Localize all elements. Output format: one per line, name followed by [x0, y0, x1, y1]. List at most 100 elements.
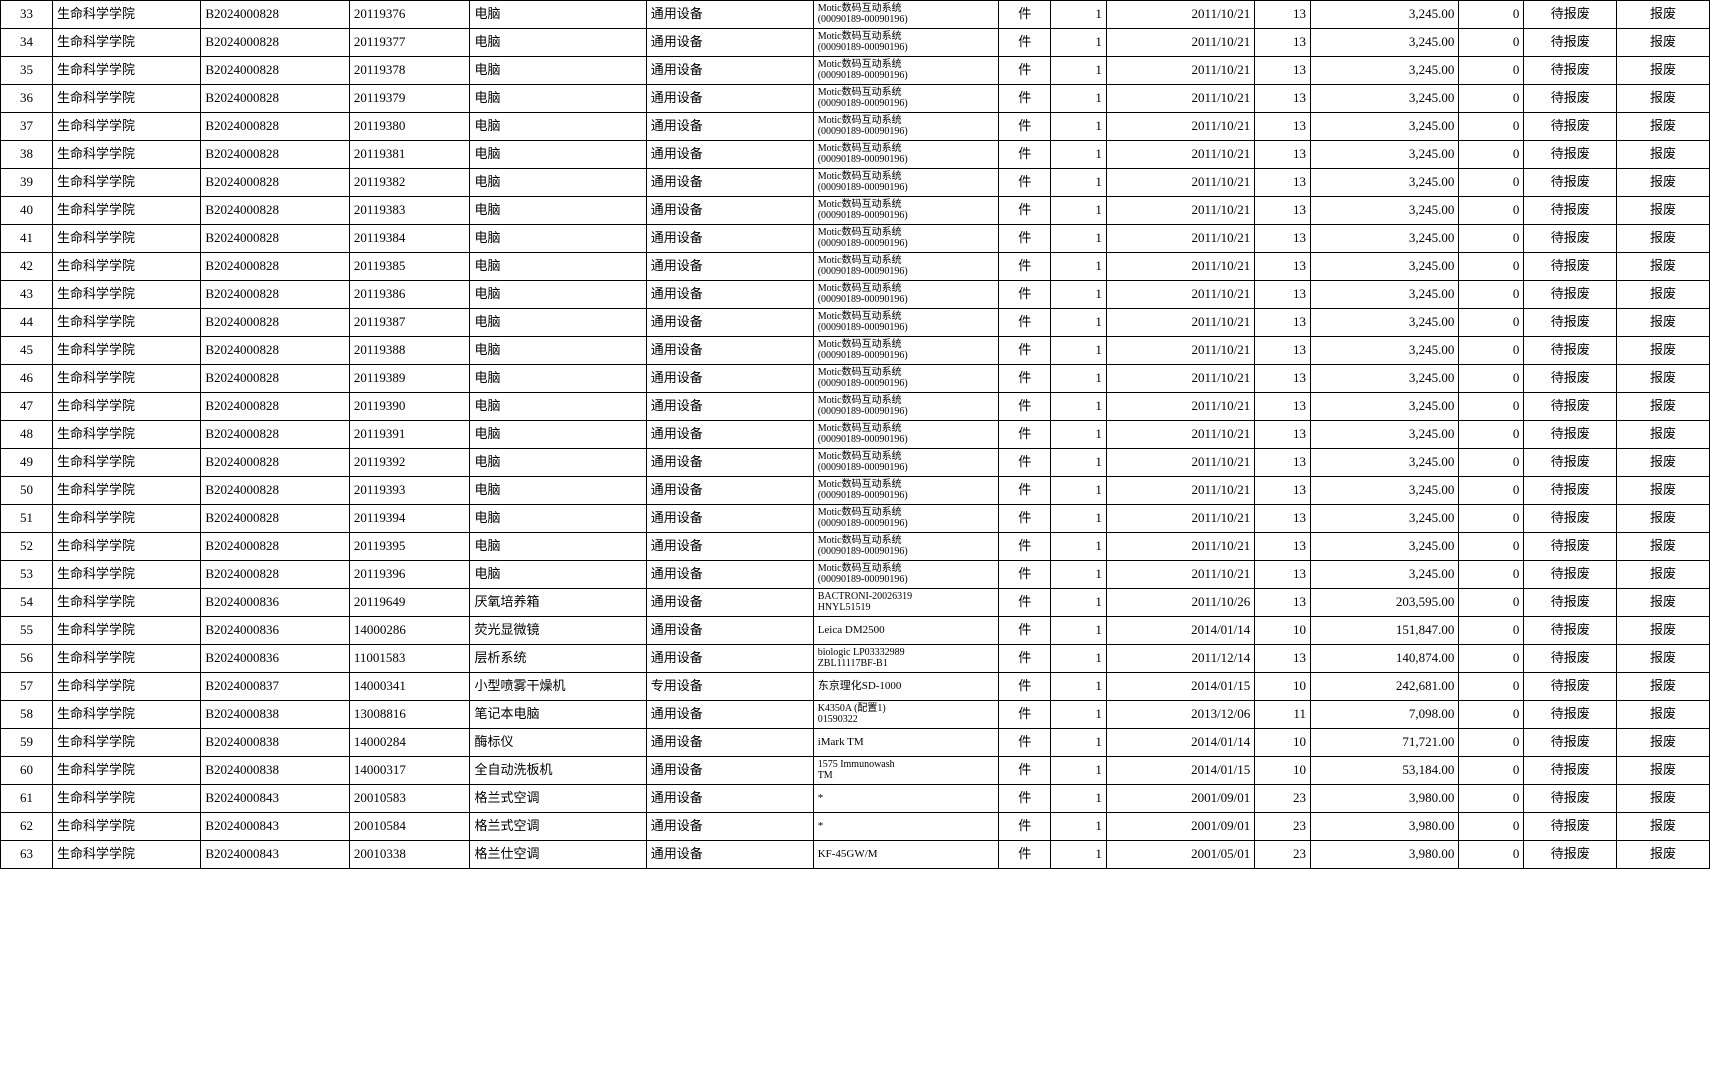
cell-dept: 生命科学学院	[52, 253, 200, 281]
cell-status: 待报废	[1524, 757, 1617, 785]
cell-zero: 0	[1459, 785, 1524, 813]
cell-unit: 件	[999, 393, 1051, 421]
cell-years: 13	[1255, 1, 1311, 29]
cell-model: Motic数码互动系统(00090189-00090196)	[813, 337, 999, 365]
cell-zero: 0	[1459, 841, 1524, 869]
cell-status: 待报废	[1524, 337, 1617, 365]
table-row: 62生命科学学院B202400084320010584格兰式空调通用设备*件12…	[1, 813, 1710, 841]
cell-amount: 3,245.00	[1310, 197, 1458, 225]
cell-action: 报废	[1617, 29, 1710, 57]
cell-model: biologic LP03332989ZBL11117BF-B1	[813, 645, 999, 673]
cell-category: 通用设备	[646, 841, 813, 869]
cell-qty: 1	[1051, 253, 1107, 281]
cell-model: Motic数码互动系统(00090189-00090196)	[813, 225, 999, 253]
cell-model: Motic数码互动系统(00090189-00090196)	[813, 141, 999, 169]
cell-status: 待报废	[1524, 645, 1617, 673]
cell-model: KF-45GW/M	[813, 841, 999, 869]
cell-action: 报废	[1617, 225, 1710, 253]
cell-category: 专用设备	[646, 673, 813, 701]
cell-action: 报废	[1617, 309, 1710, 337]
cell-qty: 1	[1051, 449, 1107, 477]
cell-date: 2011/10/21	[1106, 169, 1254, 197]
cell-amount: 3,245.00	[1310, 393, 1458, 421]
cell-assetNo: 20119392	[349, 449, 470, 477]
cell-date: 2011/10/26	[1106, 589, 1254, 617]
cell-zero: 0	[1459, 281, 1524, 309]
cell-date: 2011/10/21	[1106, 421, 1254, 449]
cell-assetNo: 20119390	[349, 393, 470, 421]
cell-years: 11	[1255, 701, 1311, 729]
cell-name: 电脑	[470, 113, 646, 141]
cell-name: 电脑	[470, 85, 646, 113]
cell-action: 报废	[1617, 449, 1710, 477]
cell-seq: 60	[1, 757, 53, 785]
cell-seq: 37	[1, 113, 53, 141]
cell-unit: 件	[999, 673, 1051, 701]
cell-status: 待报废	[1524, 477, 1617, 505]
cell-years: 13	[1255, 589, 1311, 617]
cell-assetNo: 20010583	[349, 785, 470, 813]
cell-status: 待报废	[1524, 729, 1617, 757]
cell-category: 通用设备	[646, 505, 813, 533]
cell-years: 13	[1255, 57, 1311, 85]
cell-assetNo: 20119388	[349, 337, 470, 365]
cell-assetNo: 20119386	[349, 281, 470, 309]
cell-name: 电脑	[470, 169, 646, 197]
cell-model: Motic数码互动系统(00090189-00090196)	[813, 421, 999, 449]
cell-zero: 0	[1459, 477, 1524, 505]
cell-zero: 0	[1459, 701, 1524, 729]
cell-name: 酶标仪	[470, 729, 646, 757]
cell-dept: 生命科学学院	[52, 589, 200, 617]
cell-name: 电脑	[470, 421, 646, 449]
cell-doc: B2024000828	[201, 1, 349, 29]
cell-model: iMark TM	[813, 729, 999, 757]
table-row: 51生命科学学院B202400082820119394电脑通用设备Motic数码…	[1, 505, 1710, 533]
cell-category: 通用设备	[646, 533, 813, 561]
cell-name: 电脑	[470, 197, 646, 225]
cell-zero: 0	[1459, 29, 1524, 57]
cell-category: 通用设备	[646, 813, 813, 841]
cell-model: Leica DM2500	[813, 617, 999, 645]
cell-status: 待报废	[1524, 841, 1617, 869]
cell-unit: 件	[999, 757, 1051, 785]
cell-dept: 生命科学学院	[52, 785, 200, 813]
cell-amount: 3,245.00	[1310, 57, 1458, 85]
cell-seq: 50	[1, 477, 53, 505]
cell-zero: 0	[1459, 617, 1524, 645]
cell-qty: 1	[1051, 57, 1107, 85]
cell-unit: 件	[999, 1, 1051, 29]
cell-amount: 3,245.00	[1310, 477, 1458, 505]
cell-amount: 203,595.00	[1310, 589, 1458, 617]
cell-years: 13	[1255, 85, 1311, 113]
cell-model: Motic数码互动系统(00090189-00090196)	[813, 281, 999, 309]
cell-unit: 件	[999, 477, 1051, 505]
cell-doc: B2024000828	[201, 141, 349, 169]
cell-action: 报废	[1617, 393, 1710, 421]
cell-dept: 生命科学学院	[52, 449, 200, 477]
cell-qty: 1	[1051, 197, 1107, 225]
cell-doc: B2024000828	[201, 309, 349, 337]
cell-name: 电脑	[470, 309, 646, 337]
cell-qty: 1	[1051, 785, 1107, 813]
cell-category: 通用设备	[646, 645, 813, 673]
cell-doc: B2024000828	[201, 281, 349, 309]
cell-zero: 0	[1459, 253, 1524, 281]
cell-category: 通用设备	[646, 729, 813, 757]
cell-model: Motic数码互动系统(00090189-00090196)	[813, 561, 999, 589]
cell-date: 2011/10/21	[1106, 1, 1254, 29]
cell-years: 13	[1255, 197, 1311, 225]
cell-model: Motic数码互动系统(00090189-00090196)	[813, 169, 999, 197]
cell-assetNo: 20010584	[349, 813, 470, 841]
cell-years: 13	[1255, 309, 1311, 337]
cell-name: 层析系统	[470, 645, 646, 673]
table-row: 54生命科学学院B202400083620119649厌氧培养箱通用设备BACT…	[1, 589, 1710, 617]
cell-doc: B2024000828	[201, 393, 349, 421]
cell-dept: 生命科学学院	[52, 841, 200, 869]
cell-seq: 45	[1, 337, 53, 365]
cell-status: 待报废	[1524, 197, 1617, 225]
cell-assetNo: 20119396	[349, 561, 470, 589]
cell-action: 报废	[1617, 169, 1710, 197]
cell-category: 通用设备	[646, 141, 813, 169]
cell-date: 2011/10/21	[1106, 309, 1254, 337]
cell-zero: 0	[1459, 113, 1524, 141]
